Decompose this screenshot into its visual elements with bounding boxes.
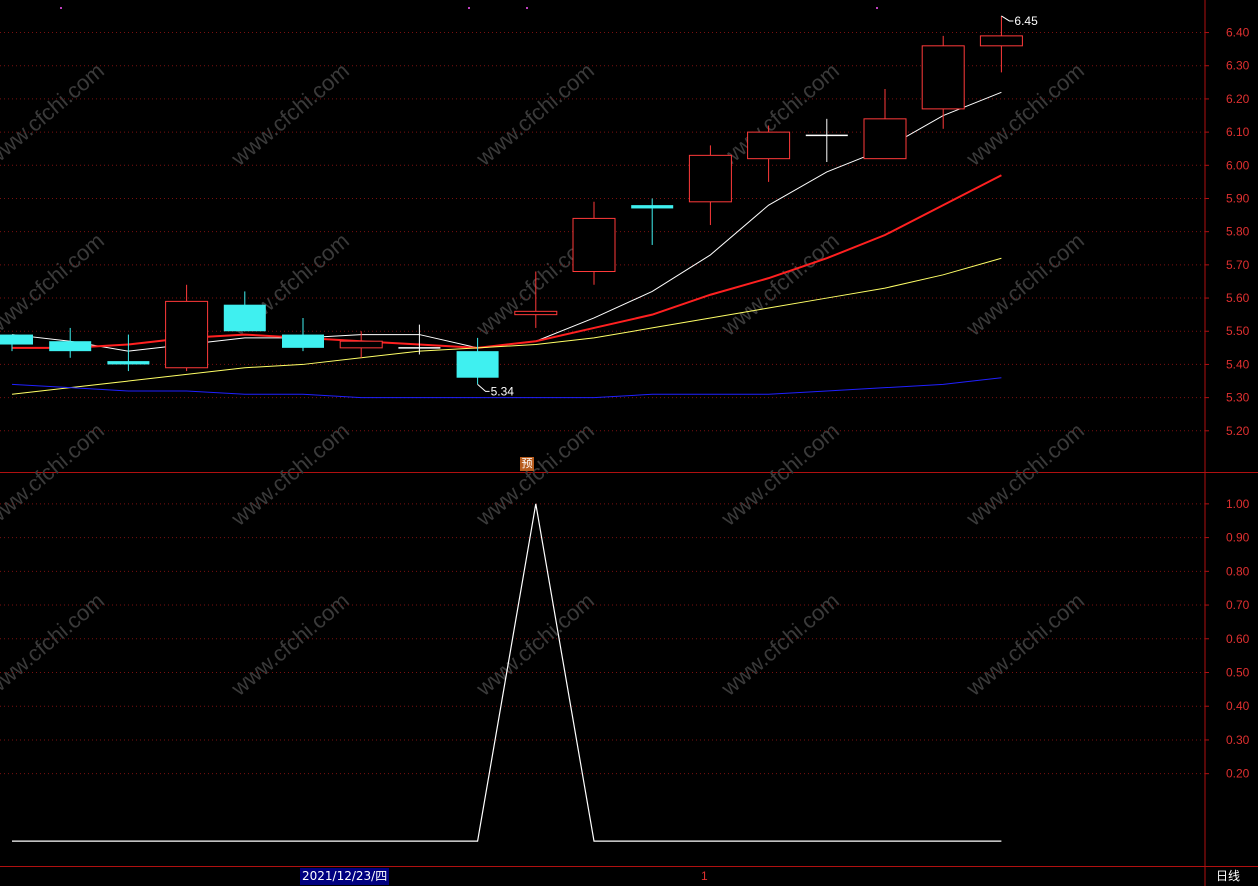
candle-16 — [921, 35, 965, 129]
candle-7 — [398, 324, 441, 355]
ind-tick-label-2: 0.80 — [1226, 564, 1250, 578]
annotation-label-1: 5.34 — [491, 384, 515, 398]
ind-tick-label-6: 0.40 — [1226, 699, 1250, 713]
watermark-text-12: www.cfchi.com — [471, 418, 599, 531]
candle-17 — [979, 15, 1023, 73]
candle-body-1 — [49, 341, 92, 352]
watermark-text-5: www.cfchi.com — [0, 228, 109, 341]
ind-tick-label-5: 0.50 — [1226, 666, 1250, 680]
period-button[interactable]: 日线 — [1215, 869, 1240, 883]
top-marker-2 — [526, 7, 528, 9]
candle-body-16 — [921, 45, 965, 110]
candle-15 — [863, 88, 907, 160]
candle-body-3 — [165, 300, 209, 369]
watermark-text-11: www.cfchi.com — [226, 418, 354, 531]
price-tick-label-9: 5.50 — [1226, 324, 1250, 338]
ind-tick-label-4: 0.60 — [1226, 632, 1250, 646]
forecast-badge[interactable]: 预 — [520, 457, 534, 471]
watermark-text-13: www.cfchi.com — [716, 418, 844, 531]
watermark-text-4: www.cfchi.com — [961, 58, 1089, 171]
watermark-text-14: www.cfchi.com — [961, 418, 1089, 531]
candle-14 — [805, 118, 848, 162]
candle-10 — [572, 201, 616, 285]
candle-0 — [0, 334, 33, 352]
watermark-text-10: www.cfchi.com — [0, 418, 109, 531]
ind-tick-label-0: 1.00 — [1226, 497, 1250, 511]
candle-body-12 — [688, 154, 732, 203]
candle-body-5 — [282, 334, 324, 348]
candle-body-4 — [223, 304, 266, 332]
price-tick-label-3: 6.10 — [1226, 125, 1250, 139]
price-tick-label-11: 5.30 — [1226, 391, 1250, 405]
price-panel — [0, 15, 1023, 399]
annotation-label-0: 6.45 — [1014, 14, 1038, 28]
candle-13 — [747, 125, 791, 182]
candle-8 — [456, 337, 499, 385]
price-tick-label-12: 5.20 — [1226, 424, 1250, 438]
price-tick-label-8: 5.60 — [1226, 291, 1250, 305]
watermark-text-8: www.cfchi.com — [716, 228, 844, 341]
candle-3 — [165, 284, 209, 372]
annotation-pointer-0 — [1001, 15, 1014, 22]
ma-line-2 — [11, 257, 1002, 395]
watermark-text-17: www.cfchi.com — [471, 588, 599, 701]
candle-body-15 — [863, 118, 907, 160]
candle-6 — [339, 331, 383, 358]
candle-body-17 — [979, 35, 1023, 47]
annotation-pointer-1 — [477, 383, 490, 392]
candle-body-9 — [514, 310, 558, 316]
price-tick-label-0: 6.40 — [1226, 26, 1250, 40]
candle-4 — [223, 291, 266, 332]
top-marker-3 — [876, 7, 878, 9]
candle-12 — [688, 145, 732, 226]
candle-body-2 — [107, 361, 150, 365]
top-marker-0 — [60, 7, 62, 9]
candle-body-13 — [747, 131, 791, 160]
ind-tick-label-7: 0.30 — [1226, 733, 1250, 747]
price-tick-label-5: 5.90 — [1226, 191, 1250, 205]
cursor-marker: 1 — [701, 869, 708, 883]
candle-body-11 — [631, 205, 674, 209]
price-tick-label-10: 5.40 — [1226, 357, 1250, 371]
price-tick-label-1: 6.30 — [1226, 59, 1250, 73]
watermark-text-9: www.cfchi.com — [961, 228, 1089, 341]
indicator-line — [12, 503, 1002, 842]
price-tick-label-7: 5.70 — [1226, 258, 1250, 272]
price-tick-label-2: 6.20 — [1226, 92, 1250, 106]
candle-body-6 — [339, 340, 383, 349]
price-tick-label-4: 6.00 — [1226, 158, 1250, 172]
watermark-text-0: www.cfchi.com — [0, 58, 109, 171]
candle-1 — [49, 327, 92, 358]
candle-body-10 — [572, 217, 616, 273]
watermark-text-1: www.cfchi.com — [226, 58, 354, 171]
price-tick-label-6: 5.80 — [1226, 225, 1250, 239]
candle-5 — [282, 317, 324, 352]
top-marker-1 — [468, 7, 470, 9]
candle-2 — [107, 334, 150, 372]
ma-line-3 — [11, 377, 1002, 399]
ind-tick-label-1: 0.90 — [1226, 531, 1250, 545]
ind-tick-label-8: 0.20 — [1226, 767, 1250, 781]
candle-body-8 — [456, 351, 499, 378]
candle-body-0 — [0, 334, 33, 345]
candle-11 — [631, 198, 674, 245]
watermark-text-2: www.cfchi.com — [471, 58, 599, 171]
ind-tick-label-3: 0.70 — [1226, 598, 1250, 612]
date-readout: 2021/12/23/四 — [300, 868, 390, 885]
candle-9 — [514, 271, 558, 328]
